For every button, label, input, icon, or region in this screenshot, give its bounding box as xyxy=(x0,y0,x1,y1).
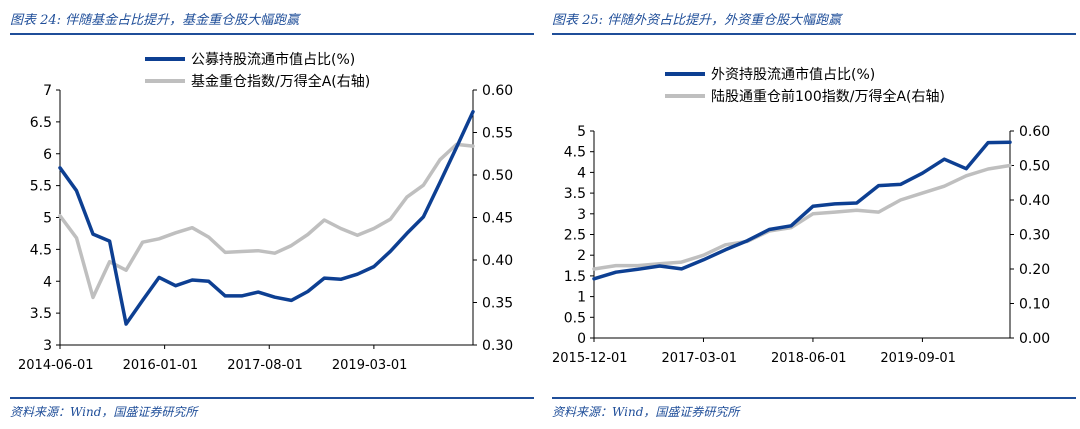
title-rule xyxy=(552,33,1076,35)
source-note: 资料来源：Wind，国盛证券研究所 xyxy=(552,405,740,419)
series-line-left-axis xyxy=(592,140,1012,281)
y-tick-label-right: 0.20 xyxy=(1019,262,1050,278)
y-tick-label-right: 0.55 xyxy=(482,126,513,142)
y-tick-label-right: 0.40 xyxy=(482,253,513,269)
chart-title: 图表 25: 伴随外资占比提升，外资重仓股大幅跑赢 xyxy=(552,13,842,28)
chart-panel-foreign: 图表 25: 伴随外资占比提升，外资重仓股大幅跑赢 0 0.5 1 1.5 2 2.5 3 3… xyxy=(552,0,1076,429)
series-line-left-axis xyxy=(58,109,475,326)
y-tick-label-left: 4.5 xyxy=(30,242,52,258)
source-note: 资料来源：Wind，国盛证券研究所 xyxy=(10,405,198,419)
y-tick-label-left: 5 xyxy=(577,124,586,140)
y-tick-label-left: 3.5 xyxy=(30,306,52,322)
series-line-right-axis xyxy=(58,142,475,300)
y-tick-label-left: 0 xyxy=(577,331,586,347)
x-tick-label: 2017-03-01 xyxy=(661,351,737,366)
x-tick-label: 2016-01-01 xyxy=(123,358,199,373)
y-tick-label-right: 0.50 xyxy=(1019,159,1050,175)
y-tick-label-left: 6.5 xyxy=(30,115,52,131)
y-tick-label-left: 0.5 xyxy=(564,310,586,326)
y-tick-label-left: 3 xyxy=(577,207,586,223)
chart-fund-share: 3 3.5 4 4.5 5 5.5 6 6.5 7 0.30 0.35 0.40 0.45 0.50 0.5… xyxy=(18,51,513,373)
y-tick-label-left: 6 xyxy=(43,147,52,163)
y-tick-label-right: 0.30 xyxy=(1019,228,1050,244)
y-tick-label-right: 0.45 xyxy=(482,211,513,227)
legend-label: 外资持股流通市值占比(%) xyxy=(711,66,875,83)
y-tick-label-right: 0.10 xyxy=(1019,297,1050,313)
y-tick-label-left: 1 xyxy=(577,290,586,306)
x-tick-label: 2014-06-01 xyxy=(18,358,94,373)
legend-label: 陆股通重仓前100指数/万得全A(右轴) xyxy=(711,88,945,105)
y-tick-label-right: 0.35 xyxy=(482,296,513,312)
y-tick-label-left: 4.5 xyxy=(564,145,586,161)
source-rule xyxy=(10,397,534,399)
y-tick-label-left: 1.5 xyxy=(564,269,586,285)
x-tick-label: 2019-03-01 xyxy=(332,358,408,373)
y-tick-label-right: 0.60 xyxy=(482,83,513,99)
x-tick-label: 2019-09-01 xyxy=(880,351,956,366)
chart-foreign-share: 0 0.5 1 1.5 2 2.5 3 3.5 4 4.5 5 0.00 0.10 0.20 0.30 0.4… xyxy=(552,66,1050,366)
y-tick-label-left: 2 xyxy=(577,248,586,264)
series-line-right-axis xyxy=(592,163,1012,271)
y-tick-label-left: 4 xyxy=(577,165,586,181)
y-tick-label-right: 0.40 xyxy=(1019,193,1050,209)
y-tick-label-left: 5.5 xyxy=(30,179,52,195)
legend-label: 基金重仓指数/万得全A(右轴) xyxy=(191,73,370,90)
y-tick-label-left: 5 xyxy=(43,211,52,227)
title-rule xyxy=(10,33,534,35)
chart-title: 图表 24: 伴随基金占比提升，基金重仓股大幅跑赢 xyxy=(10,13,300,28)
x-tick-label: 2018-06-01 xyxy=(771,351,847,366)
chart-panel-fund: 图表 24: 伴随基金占比提升，基金重仓股大幅跑赢 3 3.5 4 4.5 5 5.5 6 6… xyxy=(10,0,534,429)
y-tick-label-left: 3.5 xyxy=(564,186,586,202)
y-tick-label-right: 0.60 xyxy=(1019,124,1050,140)
y-tick-label-left: 4 xyxy=(43,274,52,290)
y-tick-label-left: 2.5 xyxy=(564,228,586,244)
y-tick-label-right: 0.50 xyxy=(482,168,513,184)
x-tick-label: 2015-12-01 xyxy=(552,351,628,366)
x-tick-label: 2017-08-01 xyxy=(227,358,303,373)
y-tick-label-right: 0.30 xyxy=(482,338,513,354)
source-rule xyxy=(552,397,1076,399)
y-tick-label-right: 0.00 xyxy=(1019,331,1050,347)
y-tick-label-left: 3 xyxy=(43,338,52,354)
y-tick-label-left: 7 xyxy=(43,83,52,99)
legend-label: 公募持股流通市值占比(%) xyxy=(191,51,355,68)
